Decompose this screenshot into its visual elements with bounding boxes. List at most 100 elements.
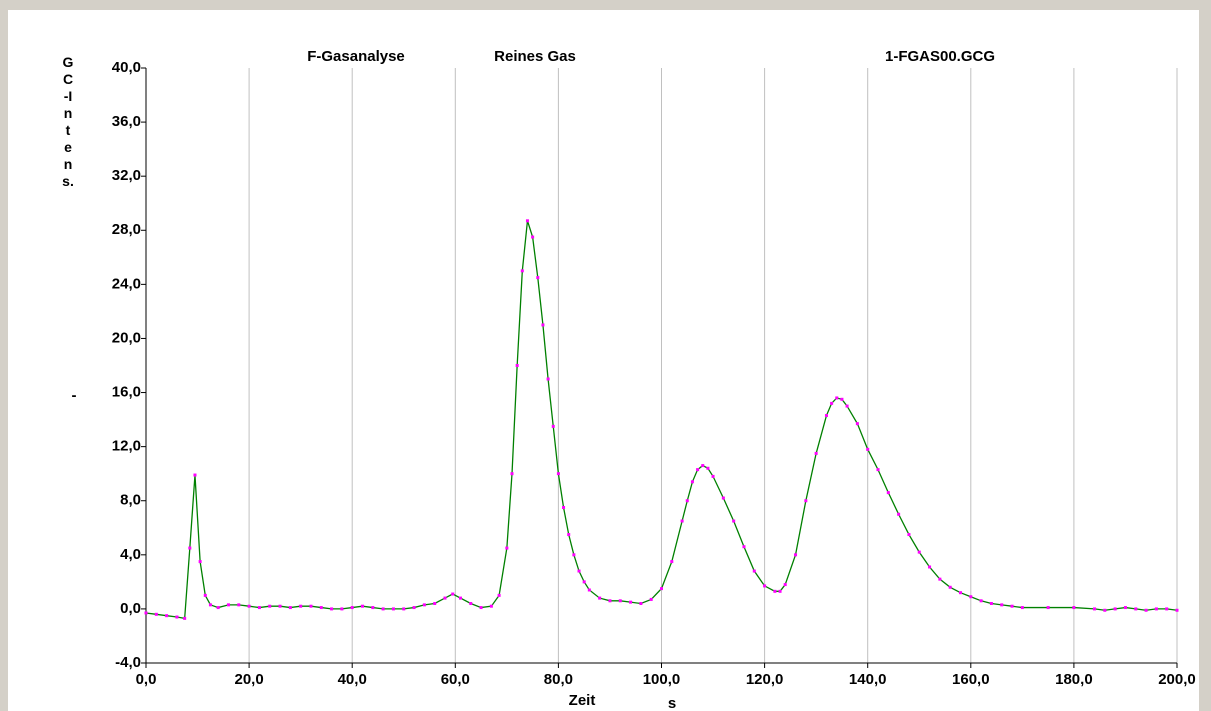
data-point: [1000, 603, 1004, 607]
data-point: [1020, 606, 1024, 610]
data-point: [489, 604, 493, 608]
data-point: [572, 553, 576, 557]
data-point: [1010, 604, 1014, 608]
data-point: [582, 580, 586, 584]
data-point: [696, 468, 700, 472]
data-point: [969, 595, 973, 599]
y-tick-label: 32,0: [112, 167, 141, 184]
data-point: [458, 596, 462, 600]
y-tick-label: -4,0: [115, 654, 141, 671]
file-name: 1-FGAS00.GCG: [885, 48, 995, 65]
data-point: [794, 553, 798, 557]
data-point: [175, 615, 179, 619]
data-point: [587, 588, 591, 592]
data-point: [989, 602, 993, 605]
data-point: [866, 447, 870, 451]
data-point: [391, 607, 395, 611]
data-point: [685, 499, 689, 503]
data-point: [690, 480, 694, 484]
data-point: [897, 512, 901, 516]
y-tick-label: 24,0: [112, 275, 141, 292]
data-point: [711, 474, 715, 478]
data-point: [479, 606, 483, 610]
data-point: [531, 235, 535, 239]
data-point: [226, 603, 230, 607]
data-point: [814, 451, 818, 455]
y-unit: -: [72, 387, 77, 404]
data-point: [938, 577, 942, 581]
x-tick-label: 20,0: [234, 671, 263, 688]
chart-title: F-Gasanalyse: [307, 48, 405, 65]
data-point: [433, 602, 437, 605]
x-tick-label: 0,0: [136, 671, 157, 688]
data-point: [247, 604, 251, 608]
data-point: [928, 565, 932, 569]
data-point: [505, 546, 509, 550]
data-point: [824, 414, 828, 418]
data-point: [278, 604, 282, 608]
data-point: [752, 569, 756, 573]
y-tick-label: 36,0: [112, 113, 141, 130]
data-point: [402, 607, 406, 611]
data-point: [1072, 606, 1076, 610]
data-point: [451, 592, 455, 596]
data-point: [1134, 607, 1138, 611]
data-point: [608, 599, 612, 603]
data-point: [1154, 607, 1158, 611]
data-point: [835, 396, 839, 400]
data-point: [443, 596, 447, 600]
data-point: [309, 604, 313, 608]
data-point: [216, 606, 220, 610]
data-point: [412, 606, 416, 610]
data-point: [618, 599, 622, 603]
y-tick-label: 28,0: [112, 221, 141, 238]
data-point: [183, 616, 187, 620]
data-point: [319, 606, 323, 610]
data-point: [721, 496, 725, 500]
data-point: [469, 602, 473, 605]
data-point: [330, 607, 334, 611]
data-point: [546, 377, 550, 381]
data-point: [1103, 608, 1107, 612]
data-point: [958, 591, 962, 595]
data-point: [763, 584, 767, 588]
data-point: [536, 276, 540, 280]
x-tick-label: 200,0: [1158, 671, 1196, 688]
data-point: [299, 604, 303, 608]
data-point: [1123, 606, 1127, 610]
data-point: [778, 589, 782, 593]
data-point: [198, 560, 202, 564]
x-tick-label: 180,0: [1055, 671, 1093, 688]
data-point: [497, 593, 501, 597]
data-point: [371, 606, 375, 610]
data-point: [948, 585, 952, 589]
data-point: [649, 597, 653, 601]
data-point: [629, 600, 633, 604]
data-point: [845, 404, 849, 408]
y-tick-label: 16,0: [112, 384, 141, 401]
x-tick-label: 100,0: [643, 671, 681, 688]
data-point: [917, 550, 921, 554]
x-unit: s: [668, 695, 676, 711]
data-point: [525, 219, 529, 223]
data-point: [830, 401, 834, 405]
data-point: [660, 587, 663, 591]
data-point: [257, 606, 261, 610]
x-tick-label: 120,0: [746, 671, 784, 688]
data-point: [1093, 607, 1097, 611]
x-tick-label: 160,0: [952, 671, 990, 688]
chart-subtitle: Reines Gas: [494, 48, 576, 65]
data-point: [350, 606, 354, 610]
data-point: [520, 269, 524, 273]
data-point: [639, 602, 643, 605]
data-point: [551, 424, 555, 428]
data-point: [422, 603, 426, 607]
data-point: [203, 593, 207, 597]
data-point: [361, 604, 365, 608]
data-point: [907, 533, 911, 537]
data-point: [680, 519, 684, 523]
data-point: [701, 464, 705, 468]
data-point: [732, 519, 736, 523]
data-point: [979, 599, 983, 603]
